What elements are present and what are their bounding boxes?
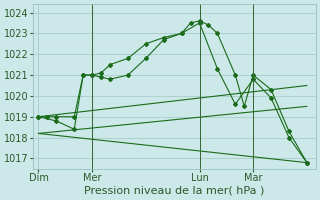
X-axis label: Pression niveau de la mer( hPa ): Pression niveau de la mer( hPa ) — [84, 186, 265, 196]
